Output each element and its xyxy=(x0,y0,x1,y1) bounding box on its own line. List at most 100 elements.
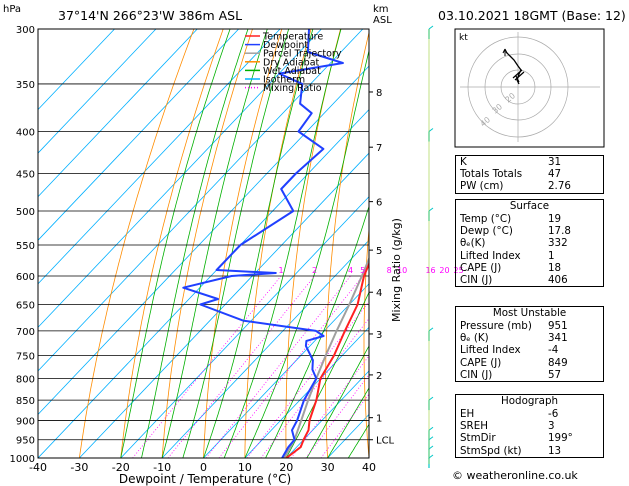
most-unstable-title: Most Unstable xyxy=(492,307,567,319)
legend-label: Mixing Ratio xyxy=(263,83,322,94)
most-unstable-row: CAPE (J) 849 xyxy=(460,356,568,369)
axes-labels: 1 2 4 5 8 10 16 20 25300350400450500550600650700… xyxy=(10,25,464,474)
indices-row: Totals Totals 47 xyxy=(460,168,562,181)
wind-barb-flag xyxy=(428,445,434,450)
wind-barb-flag xyxy=(428,426,434,431)
datetime-title: 03.10.2021 18GMT (Base: 12) xyxy=(438,8,626,23)
km-tick-label: 2 xyxy=(376,371,382,382)
location-title: 37°14'N 266°23'W 386m ASL xyxy=(58,8,243,23)
surface-title: Surface xyxy=(509,200,550,212)
pressure-tick-label: 500 xyxy=(16,207,35,218)
legend-label: Dry Adiabat xyxy=(263,57,320,68)
hodograph-table-row: StmSpd (kt) 13 xyxy=(460,444,562,457)
km-tick-label: 4 xyxy=(376,288,382,299)
plot-frame xyxy=(37,28,370,459)
hodograph-table-panel: Hodograph EH -6 SREH 3 StmDir 199° StmSpd (… xyxy=(455,394,604,458)
km-unit-bottom: ASL xyxy=(373,15,392,26)
pressure-tick-label: 750 xyxy=(16,351,35,362)
isotherm-line xyxy=(38,29,239,241)
km-unit-label: km ASL xyxy=(373,4,392,26)
pressure-tick-label: 900 xyxy=(16,416,35,427)
surface-row: CIN (J) 406 xyxy=(460,273,568,286)
isotherm-line xyxy=(285,370,369,458)
hodograph: kt 20 30 40 xyxy=(454,28,605,148)
most-unstable-panel: Most Unstable Pressure (mb) 951 θₑ (K) 341… xyxy=(455,306,604,382)
isotherm-line xyxy=(203,283,369,458)
legend-label: Dewpoint xyxy=(263,40,308,51)
pressure-tick-label: 850 xyxy=(16,396,35,407)
mixing-ratio-label: 25 xyxy=(454,266,464,275)
legend-label: Wet Adiabat xyxy=(263,66,321,77)
parcel-trajectory xyxy=(283,256,369,458)
isotherm-line xyxy=(79,152,369,458)
pressure-tick-label: 600 xyxy=(16,272,35,283)
pressure-tick-label: 950 xyxy=(16,436,35,447)
temperature-tick-label: 10 xyxy=(238,461,252,474)
isotherm-line xyxy=(38,29,157,154)
km-tick-label: 5 xyxy=(376,246,382,257)
mixing-ratio-label: 10 xyxy=(397,266,407,275)
hodograph-unit: kt xyxy=(459,33,468,43)
dewpoint-profile xyxy=(182,29,344,458)
surface-row: Dewp (°C) 17.8 xyxy=(460,225,571,238)
indices-row: K 31 xyxy=(460,156,562,168)
mixing-ratio-line xyxy=(290,355,369,458)
copyright-footer: © weatheronline.co.uk xyxy=(452,469,578,482)
hodograph-frame xyxy=(454,28,605,148)
wind-barb-flag xyxy=(428,128,434,132)
profiles xyxy=(182,29,369,458)
mixing-ratio-label: 2 xyxy=(312,266,317,275)
wind-profile xyxy=(428,25,434,468)
legend-label: Parcel Trajectory xyxy=(263,49,342,60)
temperature-tick-label: -10 xyxy=(153,461,171,474)
surface-row: Lifted Index 1 xyxy=(460,249,555,262)
hodograph-table-row: StmDir 199° xyxy=(460,432,573,445)
isotherm-line xyxy=(161,239,369,458)
pressure-tick-label: 650 xyxy=(16,301,35,312)
indices-panel: K 31 Totals Totals 47 PW (cm) 2.76 xyxy=(455,155,604,194)
legend-label: Isotherm xyxy=(263,75,305,86)
most-unstable-row: Pressure (mb) 951 xyxy=(460,320,568,332)
wet-adiabat-line xyxy=(306,345,369,458)
hodograph-table-row: SREH 3 xyxy=(460,420,555,433)
most-unstable-row: θₑ (K) 341 xyxy=(460,332,568,345)
mixing-ratio-label: 5 xyxy=(360,266,365,275)
pressure-tick-label: 800 xyxy=(16,374,35,385)
wind-barb-flag xyxy=(428,396,434,401)
hodograph-storm-arrow xyxy=(512,69,525,83)
hodograph-top-arrow xyxy=(502,48,508,56)
pressure-tick-label: 1000 xyxy=(10,454,35,465)
most-unstable-row: Lifted Index -4 xyxy=(460,344,559,357)
mixing-ratio-label: 8 xyxy=(387,266,392,275)
y-axis-title-right: Mixing Ratio (g/kg) xyxy=(390,218,403,322)
wind-barb-flag xyxy=(428,207,434,212)
dry-adiabat-line xyxy=(161,29,253,458)
km-tick-label: 1 xyxy=(376,414,382,425)
temperature-tick-label: 40 xyxy=(362,461,376,474)
km-tick-label: 7 xyxy=(376,143,382,154)
pressure-tick-label: 300 xyxy=(16,25,35,36)
pressure-tick-label: 700 xyxy=(16,327,35,338)
wet-adiabat-line xyxy=(120,29,231,458)
temperature-tick-label: 30 xyxy=(321,461,335,474)
wind-barb-flag xyxy=(428,327,434,332)
mixing-ratio-label: 4 xyxy=(348,266,353,275)
isotherm-line xyxy=(38,29,281,285)
isotherm-line xyxy=(120,196,369,458)
isotherm-line xyxy=(38,29,115,111)
indices-row: PW (cm) 2.76 xyxy=(460,180,571,193)
surface-row: θₑ(K) 332 xyxy=(460,237,568,250)
legend-label: Temperature xyxy=(262,32,323,43)
pressure-tick-label: 450 xyxy=(16,169,35,180)
km-tick-label: LCL xyxy=(376,436,395,447)
pressure-unit-label: hPa xyxy=(3,4,22,15)
temperature-tick-label: -30 xyxy=(70,461,88,474)
km-tick-label: 8 xyxy=(376,88,382,99)
km-unit-top: km xyxy=(373,4,389,15)
surface-row: Temp (°C) 19 xyxy=(460,213,562,225)
dry-adiabat-line xyxy=(603,29,629,458)
isotherm-line xyxy=(38,29,322,328)
x-axis-title: Dewpoint / Temperature (°C) xyxy=(119,472,291,486)
